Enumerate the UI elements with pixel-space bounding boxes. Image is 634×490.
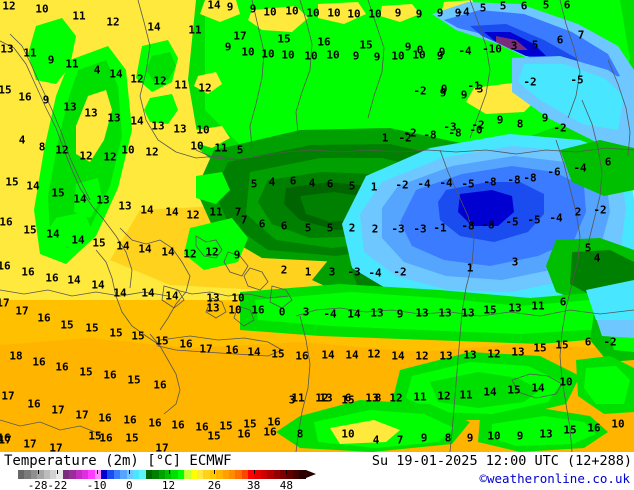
colorbar-swatch <box>81 470 89 479</box>
colorbar-swatch <box>254 470 261 479</box>
colorbar-swatch <box>209 470 217 479</box>
temperature-field-raster <box>0 0 634 452</box>
colorbar-tick-label: -22 <box>47 479 68 490</box>
colorbar-swatch <box>120 470 127 479</box>
colorbar-gradient <box>18 470 306 479</box>
colorbar-swatch <box>216 470 223 479</box>
colorbar-swatch <box>196 470 204 479</box>
colorbar-swatch <box>299 470 306 479</box>
colorbar-tick-label: 12 <box>161 479 176 490</box>
colorbar-tick-mark <box>214 470 216 474</box>
colorbar-tick-mark <box>129 470 131 474</box>
colorbar-swatch <box>24 470 31 479</box>
colorbar-swatch <box>248 470 255 479</box>
colorbar-swatch <box>37 470 44 479</box>
map-footer: Temperature (2m) [°C] ECMWF Su 19-01-202… <box>0 452 634 490</box>
colorbar-swatch <box>139 470 146 479</box>
colorbar-swatch <box>62 470 70 479</box>
colorbar-tick-label: 48 <box>279 479 293 490</box>
colorbar-swatch <box>145 470 153 479</box>
colorbar-swatch <box>113 470 121 479</box>
colorbar-tick-label: 26 <box>207 479 221 490</box>
colorbar-swatch <box>75 470 82 479</box>
colorbar-swatch <box>184 470 191 479</box>
colorbar-swatch <box>292 470 300 479</box>
colorbar-swatch <box>56 470 63 479</box>
model-run-info: Su 19-01-2025 12:00 UTC (12+288) <box>371 453 632 469</box>
colorbar-tick-mark <box>37 470 39 474</box>
colorbar-swatch <box>152 470 159 479</box>
colorbar-swatch <box>94 470 102 479</box>
colorbar-tick-mark <box>286 470 288 474</box>
colorbar-swatch <box>203 470 210 479</box>
colorbar-tick-label: 38 <box>247 479 261 490</box>
colorbar-swatch <box>133 470 140 479</box>
colorbar-swatch <box>280 470 287 479</box>
colorbar-swatch <box>158 470 165 479</box>
colorbar-swatch <box>235 470 242 479</box>
colorbar-tick-label: -10 <box>86 479 107 490</box>
colorbar-swatch <box>228 470 236 479</box>
colorbar-swatch <box>69 470 76 479</box>
temperature-map[interactable]: 12 10 11 12 14 11 17 15 16 15 9 14 9 9 10 10 10 10 10 10 9 9 9… <box>0 0 634 452</box>
colorbar-swatch <box>49 470 57 479</box>
colorbar-swatch <box>88 470 95 479</box>
colorbar-tick-mark <box>168 470 170 474</box>
colorbar-swatch <box>101 470 108 479</box>
colorbar-swatch <box>241 470 249 479</box>
colorbar-tick-label: -28 <box>27 479 48 490</box>
colorbar-swatch <box>171 470 178 479</box>
colorbar-swatch <box>286 470 293 479</box>
colorbar-swatch <box>190 470 197 479</box>
colorbar-swatch <box>273 470 281 479</box>
colorbar-end-arrow <box>306 470 316 478</box>
map-title: Temperature (2m) [°C] ECMWF <box>4 453 232 469</box>
colorbar-swatch <box>43 470 50 479</box>
copyright-credit: ©weatheronline.co.uk <box>479 471 630 486</box>
colorbar-swatch <box>126 470 134 479</box>
colorbar-tick-mark <box>57 470 59 474</box>
colorbar-swatch <box>260 470 268 479</box>
colorbar: -28 -22 -10 0 12 26 38 48 <box>18 470 318 490</box>
colorbar-swatch <box>18 470 25 479</box>
colorbar-tick-label: 0 <box>125 479 133 490</box>
colorbar-tick-mark <box>253 470 255 474</box>
colorbar-tick-mark <box>96 470 98 474</box>
colorbar-swatch <box>267 470 274 479</box>
colorbar-swatch <box>222 470 229 479</box>
colorbar-swatch <box>30 470 38 479</box>
colorbar-swatch <box>164 470 172 479</box>
colorbar-swatch <box>107 470 114 479</box>
colorbar-swatch <box>177 470 185 479</box>
